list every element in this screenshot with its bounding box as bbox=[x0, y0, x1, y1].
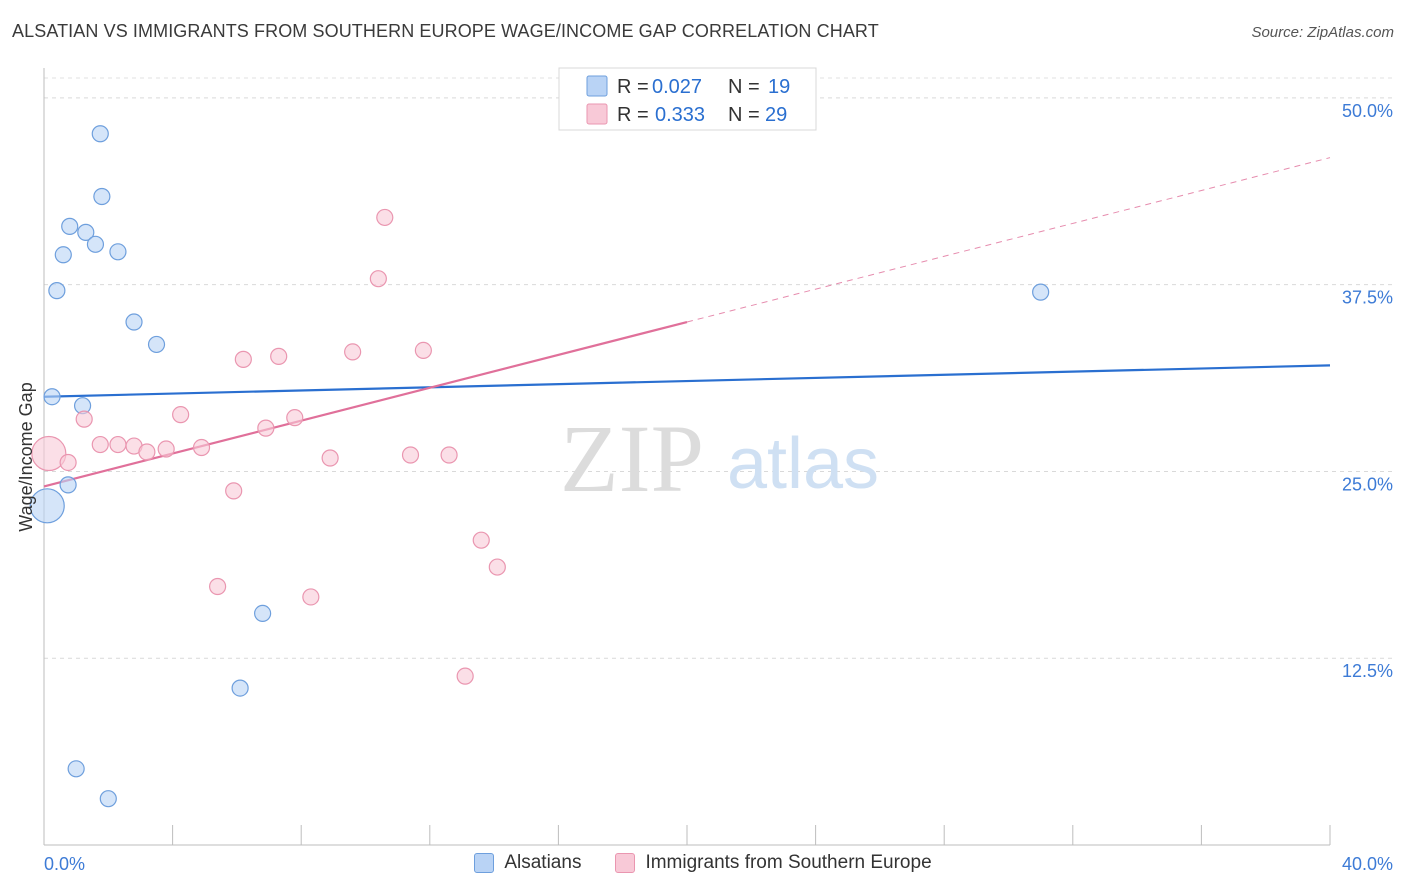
point-alsatians bbox=[77, 223, 95, 241]
point-alsatians bbox=[91, 125, 109, 143]
point-southern-europe bbox=[321, 449, 339, 467]
svg-text:N =: N = bbox=[728, 76, 760, 98]
watermark: ZIP atlas bbox=[560, 405, 879, 512]
y-tick-label: 12.5% bbox=[1342, 661, 1393, 681]
point-alsatians bbox=[54, 246, 72, 264]
legend-label-southern-europe: Immigrants from Southern Europe bbox=[645, 852, 932, 873]
y-tick-label: 37.5% bbox=[1342, 288, 1393, 308]
point-alsatians bbox=[109, 243, 127, 261]
legend-item-southern-europe[interactable]: Immigrants from Southern Europe bbox=[615, 852, 932, 874]
point-southern-europe bbox=[488, 558, 506, 576]
point-alsatians bbox=[61, 217, 79, 235]
point-alsatians bbox=[29, 488, 65, 524]
watermark-atlas: atlas bbox=[727, 424, 879, 504]
point-southern-europe bbox=[456, 667, 474, 685]
point-southern-europe bbox=[234, 350, 252, 368]
point-southern-europe bbox=[91, 435, 109, 454]
legend-n-southern-europe: 29 bbox=[765, 104, 787, 126]
point-alsatians bbox=[99, 790, 117, 808]
point-southern-europe bbox=[59, 453, 77, 472]
x-tick-label: 40.0% bbox=[1342, 854, 1393, 874]
point-alsatians bbox=[231, 679, 249, 697]
point-southern-europe bbox=[192, 438, 211, 457]
legend-r-alsatians: 0.027 bbox=[652, 76, 702, 98]
point-southern-europe bbox=[401, 446, 420, 464]
point-southern-europe bbox=[472, 531, 490, 549]
legend-top: R = 0.027 N = 19 R = 0.333 N = 29 bbox=[558, 67, 817, 131]
legend-swatch-alsatians bbox=[586, 75, 608, 97]
point-southern-europe bbox=[414, 341, 432, 360]
point-alsatians bbox=[67, 760, 85, 778]
point-southern-europe bbox=[138, 443, 156, 461]
watermark-zip: ZIP bbox=[560, 405, 704, 512]
point-southern-europe bbox=[369, 270, 387, 288]
legend-swatch-southern-europe bbox=[586, 103, 608, 125]
point-alsatians bbox=[125, 313, 143, 331]
point-southern-europe bbox=[302, 588, 320, 606]
y-axis-label: Wage/Income Gap bbox=[16, 382, 36, 531]
axis-layer: 12.5% 25.0% 37.5% 50.0% 0.0% 40.0% bbox=[43, 68, 1393, 874]
point-alsatians bbox=[86, 235, 105, 253]
svg-text:N =: N = bbox=[728, 104, 760, 126]
point-southern-europe bbox=[75, 410, 93, 428]
point-southern-europe bbox=[209, 577, 227, 596]
legend-bottom: Alsatians Immigrants from Southern Europ… bbox=[0, 852, 1406, 874]
source-label: Source: ZipAtlas.com bbox=[1251, 24, 1394, 41]
point-alsatians bbox=[43, 388, 61, 406]
chart-title: ALSATIAN VS IMMIGRANTS FROM SOUTHERN EUR… bbox=[12, 21, 879, 41]
legend-item-alsatians[interactable]: Alsatians bbox=[474, 852, 581, 874]
point-southern-europe bbox=[257, 419, 275, 437]
point-southern-europe bbox=[440, 446, 458, 464]
point-southern-europe bbox=[376, 208, 394, 227]
point-southern-europe bbox=[270, 347, 288, 365]
legend-n-alsatians: 19 bbox=[768, 76, 790, 98]
x-tick-label: 0.0% bbox=[44, 854, 85, 874]
point-southern-europe bbox=[225, 482, 243, 500]
point-alsatians bbox=[1032, 283, 1050, 301]
legend-swatch-southern-europe bbox=[615, 853, 636, 873]
point-alsatians bbox=[93, 187, 111, 206]
legend-r-southern-europe: 0.333 bbox=[655, 104, 705, 126]
point-southern-europe bbox=[172, 406, 190, 424]
svg-text:R =: R = bbox=[617, 104, 649, 126]
point-alsatians bbox=[254, 604, 272, 622]
point-southern-europe bbox=[157, 440, 175, 458]
point-southern-europe bbox=[31, 435, 67, 472]
point-alsatians bbox=[59, 476, 77, 494]
legend-swatch-alsatians bbox=[474, 853, 495, 873]
point-alsatians bbox=[147, 335, 166, 354]
point-southern-europe bbox=[344, 343, 362, 361]
point-southern-europe bbox=[109, 435, 127, 454]
svg-text:R =: R = bbox=[617, 76, 649, 98]
legend-label-alsatians: Alsatians bbox=[504, 852, 582, 873]
point-alsatians bbox=[48, 282, 66, 300]
trend-line-extension bbox=[686, 157, 1331, 323]
trend-line-alsatians bbox=[43, 364, 1331, 398]
y-tick-label: 25.0% bbox=[1342, 474, 1393, 494]
point-southern-europe bbox=[286, 409, 304, 427]
y-tick-label: 50.0% bbox=[1342, 101, 1393, 121]
data-points bbox=[29, 98, 1050, 808]
